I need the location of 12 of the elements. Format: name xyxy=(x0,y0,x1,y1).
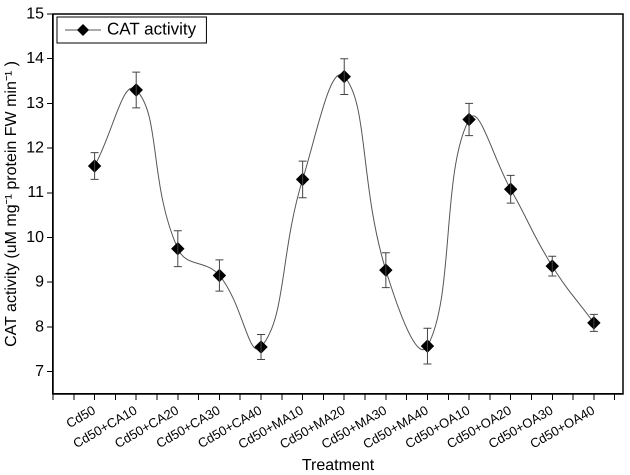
legend-label: CAT activity xyxy=(106,20,197,39)
y-tick-label: 7 xyxy=(35,363,44,380)
y-tick-label: 15 xyxy=(26,5,44,22)
y-tick-label: 8 xyxy=(35,318,44,336)
y-tick-label: 9 xyxy=(35,274,44,291)
y-tick-label: 10 xyxy=(26,228,44,246)
x-axis-title: Treatment xyxy=(302,456,375,474)
y-tick-label: 14 xyxy=(26,50,44,68)
y-tick-label: 11 xyxy=(27,184,44,202)
y-axis-title: CAT activity (uM mg⁻¹ protein FW min⁻¹ ) xyxy=(3,61,20,347)
y-tick-label: 12 xyxy=(26,140,44,157)
y-tick-label: 13 xyxy=(26,94,44,112)
